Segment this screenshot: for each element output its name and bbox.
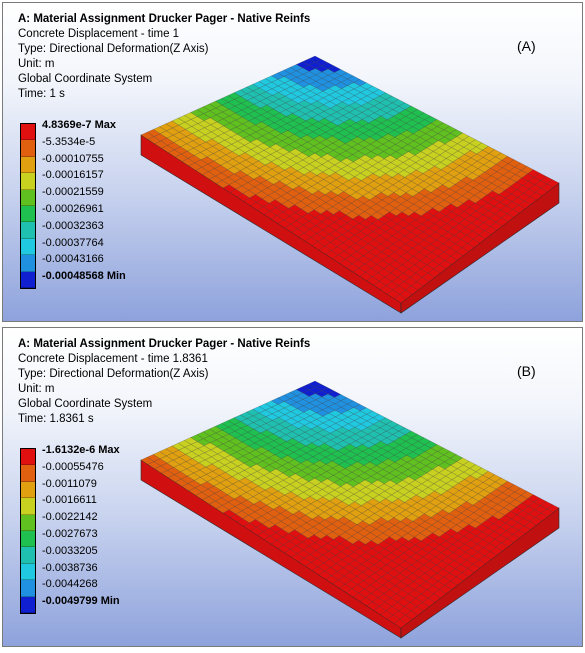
legend-min-label: -0.0049799 Min [42,595,120,608]
legend-label: -5.3534e-5 [42,135,96,148]
legend-color-bar [20,123,36,289]
legend-label: -0.0027673 [42,527,98,540]
legend-label: -0.0033205 [42,544,98,557]
info-block: A: Material Assignment Drucker Pager - N… [18,337,310,427]
legend-label: -0.0044268 [42,578,98,591]
legend-label: -0.00037764 [42,236,104,249]
model-title: A: Material Assignment Drucker Pager - N… [18,338,311,350]
model-title: A: Material Assignment Drucker Pager - N… [18,13,311,25]
legend-swatch [21,222,35,239]
legend-label: -0.00043166 [42,253,104,266]
result-type: Type: Directional Deformation(Z Axis) [18,43,209,55]
model-plot-b[interactable] [3,328,582,646]
legend-swatch [21,596,35,613]
legend-swatch [21,514,35,531]
legend-swatch [21,173,35,190]
legend-swatch [21,481,35,499]
legend-swatch [21,530,35,548]
legend-swatch [21,238,35,256]
viewport-panel-a[interactable]: A: Material Assignment Drucker Pager - N… [2,2,583,322]
legend-swatch [21,580,35,597]
legend-swatch [21,205,35,223]
legend-min-label: -0.00048568 Min [42,270,126,283]
legend-swatch [21,189,35,206]
coordinate-system: Global Coordinate System [18,398,153,410]
result-name: Concrete Displacement - time 1 [18,28,180,40]
mesh-element [546,504,560,513]
legend-swatch [21,449,35,466]
result-type: Type: Directional Deformation(Z Axis) [18,368,209,380]
result-name: Concrete Displacement - time 1.8361 [18,353,208,365]
info-block: A: Material Assignment Drucker Pager - N… [18,12,310,102]
panel-tag: (A) [517,38,536,54]
legend-label: -0.00010755 [42,152,104,165]
legend-labels: 4.8369e-7 Max -5.3534e-5 -0.00010755 -0.… [42,117,126,285]
panel-tag: (B) [517,363,536,379]
model-plot-a[interactable] [3,3,582,321]
legend-label: -0.00016157 [42,169,104,182]
legend-label: -0.0038736 [42,561,98,574]
legend-swatch [21,255,35,272]
legend-swatch [21,271,35,288]
legend-swatch [21,498,35,515]
legend-label: -0.0016611 [42,494,97,507]
legend-swatch [21,140,35,157]
viewport-panel-b[interactable]: A: Material Assignment Drucker Pager - N… [2,327,583,647]
legend-label: -0.0022142 [42,511,98,524]
result-unit: Unit: m [18,58,55,70]
deformed-mesh [140,55,560,314]
result-time: Time: 1 s [18,88,65,100]
legend-label: -0.00021559 [42,186,104,199]
result-time: Time: 1.8361 s [18,413,94,425]
legend-label: -0.00026961 [42,202,104,215]
legend-color-bar [20,448,36,614]
legend-max-label: 4.8369e-7 Max [42,119,116,131]
legend-swatch [21,563,35,581]
legend-swatch [21,465,35,482]
legend-label: -0.00032363 [42,219,104,232]
legend-label: -0.0011079 [42,477,97,490]
coordinate-system: Global Coordinate System [18,73,153,85]
legend-labels: -1.6132e-6 Max -0.00055476 -0.0011079 -0… [42,442,120,610]
legend-swatch [21,547,35,564]
legend-swatch [21,156,35,174]
legend-max-label: -1.6132e-6 Max [42,444,120,456]
mesh-element [546,179,560,188]
result-unit: Unit: m [18,383,55,395]
legend-swatch [21,124,35,141]
legend-label: -0.00055476 [42,460,104,473]
deformed-mesh [140,380,560,639]
